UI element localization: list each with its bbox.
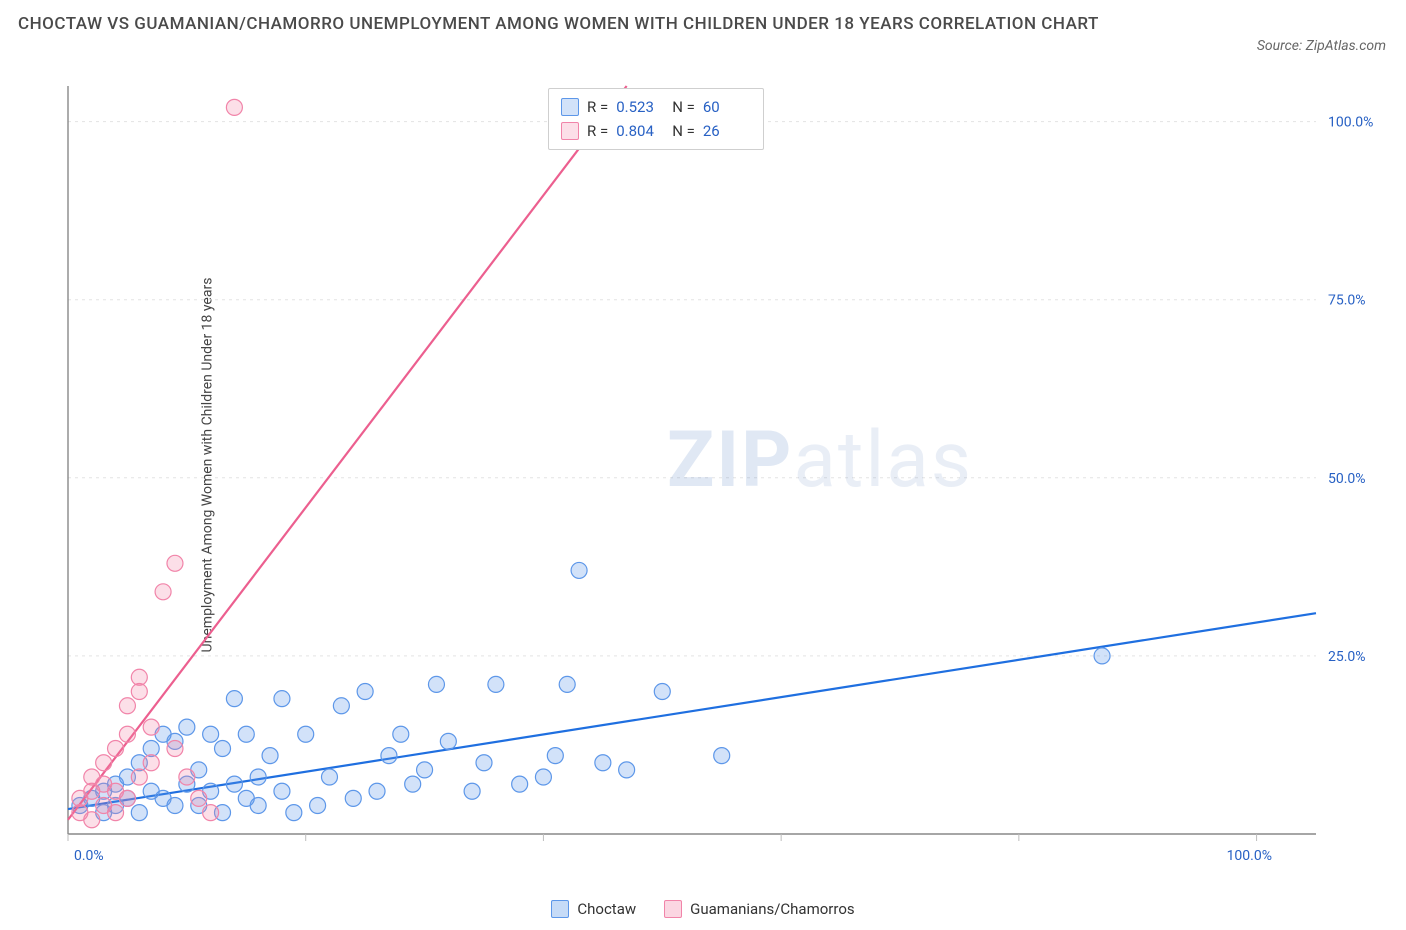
data-point (179, 769, 195, 785)
data-point (464, 783, 480, 799)
data-point (167, 555, 183, 571)
data-point (131, 805, 147, 821)
data-point (274, 691, 290, 707)
data-point (119, 698, 135, 714)
stat-n-label: N = (672, 95, 695, 119)
data-point (440, 733, 456, 749)
data-point (428, 676, 444, 692)
data-point (238, 726, 254, 742)
data-point (262, 748, 278, 764)
legend-item: Guamanians/Chamorros (664, 900, 854, 918)
data-point (595, 755, 611, 771)
y-tick-label: 100.0% (1328, 115, 1373, 131)
legend-swatch (551, 900, 569, 918)
data-point (191, 790, 207, 806)
data-point (1094, 648, 1110, 664)
stats-row: R = 0.523 N = 60 (561, 95, 751, 119)
data-point (417, 762, 433, 778)
stats-legend-box: R = 0.523 N = 60 R = 0.804 N = 26 (548, 88, 764, 150)
stat-r-label: R = (587, 119, 608, 143)
x-tick-label: 100.0% (1227, 848, 1272, 864)
data-point (250, 798, 266, 814)
data-point (215, 741, 231, 757)
stat-r-value: 0.523 (616, 95, 664, 119)
data-point (286, 805, 302, 821)
data-point (559, 676, 575, 692)
data-point (167, 798, 183, 814)
data-point (714, 748, 730, 764)
data-point (393, 726, 409, 742)
legend-swatch (561, 122, 579, 140)
data-point (155, 584, 171, 600)
data-point (310, 798, 326, 814)
data-point (250, 769, 266, 785)
stat-n-label: N = (672, 119, 695, 143)
data-point (571, 562, 587, 578)
data-point (203, 805, 219, 821)
data-point (84, 812, 100, 828)
data-point (143, 755, 159, 771)
data-point (108, 741, 124, 757)
data-point (535, 769, 551, 785)
legend-item: Choctaw (551, 900, 636, 918)
data-point (131, 669, 147, 685)
stat-n-value: 60 (703, 95, 751, 119)
data-point (619, 762, 635, 778)
data-point (226, 691, 242, 707)
legend-swatch (561, 98, 579, 116)
legend-swatch (664, 900, 682, 918)
data-point (167, 741, 183, 757)
data-point (298, 726, 314, 742)
data-point (274, 783, 290, 799)
data-point (654, 684, 670, 700)
data-point (476, 755, 492, 771)
data-point (131, 684, 147, 700)
data-point (488, 676, 504, 692)
data-point (119, 726, 135, 742)
data-point (143, 741, 159, 757)
y-tick-label: 50.0% (1328, 471, 1366, 487)
x-tick-label: 0.0% (74, 848, 104, 864)
legend-label: Choctaw (577, 900, 636, 918)
legend-label: Guamanians/Chamorros (690, 900, 854, 918)
stat-r-label: R = (587, 95, 608, 119)
stat-n-value: 26 (703, 119, 751, 143)
chart-area: 25.0%50.0%75.0%100.0%0.0%100.0% ZIPatlas… (60, 80, 1386, 870)
stats-row: R = 0.804 N = 26 (561, 119, 751, 143)
data-point (547, 748, 563, 764)
bottom-legend: Choctaw Guamanians/Chamorros (0, 900, 1406, 918)
y-tick-label: 75.0% (1328, 293, 1366, 309)
chart-title: CHOCTAW VS GUAMANIAN/CHAMORRO UNEMPLOYME… (18, 12, 1118, 38)
stat-r-value: 0.804 (616, 119, 664, 143)
data-point (512, 776, 528, 792)
data-point (357, 684, 373, 700)
data-point (381, 748, 397, 764)
data-point (369, 783, 385, 799)
data-point (345, 790, 361, 806)
y-tick-label: 25.0% (1328, 649, 1366, 665)
data-point (203, 726, 219, 742)
data-point (119, 790, 135, 806)
data-point (96, 755, 112, 771)
data-point (226, 99, 242, 115)
data-point (143, 719, 159, 735)
data-point (226, 776, 242, 792)
scatter-plot: 25.0% 50.0% 75.0% 100.0% 0.0% 100.0% (60, 80, 1386, 870)
data-point (405, 776, 421, 792)
data-point (333, 698, 349, 714)
source-attribution: Source: ZipAtlas.com (1257, 38, 1386, 54)
data-point (179, 719, 195, 735)
data-point (321, 769, 337, 785)
data-point (108, 805, 124, 821)
data-point (131, 769, 147, 785)
